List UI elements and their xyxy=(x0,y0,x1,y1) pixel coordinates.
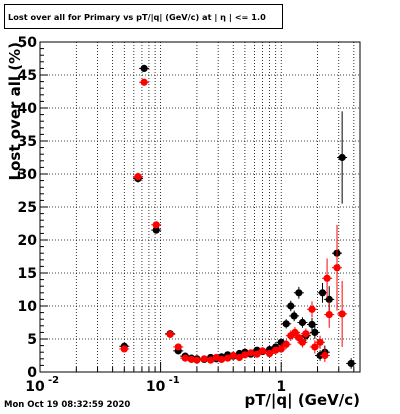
data-point xyxy=(308,305,316,313)
data-point xyxy=(323,274,331,282)
chart-title: Lost over all for Primary vs pT/|q| (GeV… xyxy=(4,4,283,29)
data-point xyxy=(181,354,189,362)
data-point xyxy=(140,78,148,86)
data-point xyxy=(265,349,274,358)
data-point xyxy=(321,351,329,360)
data-point xyxy=(166,330,174,338)
y-tick-label: 5 xyxy=(27,332,37,348)
data-point xyxy=(152,221,160,229)
data-point xyxy=(318,289,327,297)
data-point xyxy=(152,226,160,234)
y-tick-label: 25 xyxy=(18,200,37,216)
data-point xyxy=(120,345,128,353)
data-point xyxy=(311,328,319,336)
data-point xyxy=(298,338,307,346)
data-point xyxy=(282,340,290,348)
data-point xyxy=(347,359,355,368)
data-point xyxy=(134,173,142,181)
x-tick-label: 1 xyxy=(276,379,286,395)
data-point xyxy=(291,328,299,336)
data-point xyxy=(308,320,316,329)
x-axis-title: pT/|q| (GeV/c) xyxy=(244,391,360,410)
data-point xyxy=(298,318,307,327)
data-point xyxy=(200,355,208,363)
data-point xyxy=(217,355,226,364)
axis-ticks xyxy=(39,41,355,373)
data-point xyxy=(224,354,232,362)
data-point xyxy=(277,345,285,353)
y-tick-label: 45 xyxy=(18,68,37,84)
y-tick-label: 30 xyxy=(18,167,38,183)
y-axis-title: Lost over all (%) xyxy=(6,42,24,180)
x-tick-exponent: -1 xyxy=(169,375,180,386)
data-point xyxy=(325,310,333,319)
data-point xyxy=(229,351,237,360)
data-point xyxy=(207,356,215,364)
y-tick-label: 10 xyxy=(18,299,38,315)
data-point xyxy=(258,347,267,355)
data-point xyxy=(311,343,319,351)
data-point xyxy=(316,338,324,346)
series-2 xyxy=(119,78,348,364)
data-point xyxy=(235,353,243,362)
y-tick-label: 50 xyxy=(18,35,38,51)
y-tick-label: 35 xyxy=(18,134,37,150)
data-point xyxy=(338,310,346,318)
data-point xyxy=(140,64,148,72)
grid-lines xyxy=(40,42,360,372)
data-point xyxy=(193,356,201,364)
data-point xyxy=(333,264,341,272)
data-point xyxy=(282,320,290,328)
x-tick-exponent: -2 xyxy=(48,375,59,386)
data-point xyxy=(338,153,346,162)
data-point xyxy=(290,312,298,320)
y-tick-label: 0 xyxy=(27,365,37,381)
footer-timestamp: Mon Oct 19 08:32:59 2020 xyxy=(4,400,131,410)
data-point xyxy=(174,343,182,351)
x-tick-label: 10 xyxy=(146,379,166,395)
y-tick-label: 20 xyxy=(18,233,38,249)
data-point xyxy=(302,330,310,338)
data-point xyxy=(253,350,261,358)
data-point xyxy=(295,289,303,297)
y-tick-label: 40 xyxy=(18,101,38,117)
data-point xyxy=(247,349,255,357)
data-series xyxy=(119,64,357,369)
y-tick-label: 15 xyxy=(18,266,37,282)
data-point xyxy=(287,302,295,310)
data-point xyxy=(187,355,195,364)
x-tick-label: 10 xyxy=(25,379,45,395)
chart-title-text: Lost over all for Primary vs pT/|q| (GeV… xyxy=(8,11,266,22)
